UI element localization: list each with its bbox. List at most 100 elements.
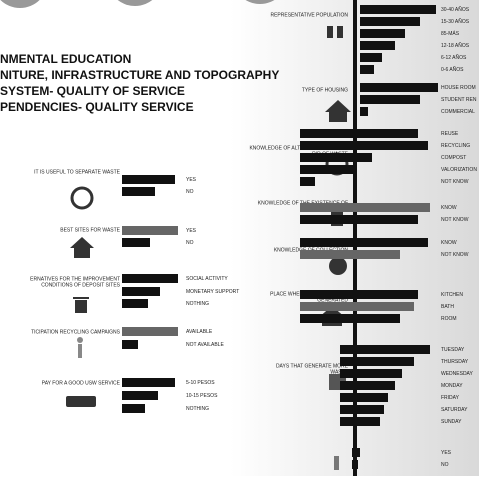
category-label: 5-10 PESOS xyxy=(186,380,215,386)
bar xyxy=(300,238,428,247)
chart-title: DAYS THAT GENERATE MORE xyxy=(276,363,349,369)
chart-title: IT IS USEFUL TO SEPARATE WASTE xyxy=(34,169,121,175)
category-label: VALORIZATION xyxy=(441,167,477,173)
chart-title: KNOWLEDGE OF ALTERNATIVES TO GET xyxy=(249,145,348,151)
category-label: NOT AVAILABLE xyxy=(186,342,224,348)
category-label: COMMERCIAL xyxy=(441,109,475,115)
category-label: FRIDAY xyxy=(441,395,460,401)
bar xyxy=(340,393,388,402)
bar xyxy=(340,357,414,366)
bar xyxy=(122,391,158,400)
bar xyxy=(122,327,178,336)
category-label: NOTHING xyxy=(186,301,209,307)
category-label: NO xyxy=(186,189,194,195)
bar xyxy=(340,345,430,354)
bar xyxy=(300,215,418,224)
bar xyxy=(300,302,414,311)
bar xyxy=(300,129,418,138)
category-label: KNOW xyxy=(441,240,457,246)
bar xyxy=(122,378,175,387)
category-label: STUDENT REN xyxy=(441,97,477,103)
category-label: WEDNESDAY xyxy=(441,371,474,377)
bar xyxy=(300,250,400,259)
category-label: YES xyxy=(186,228,197,234)
bar xyxy=(360,5,436,14)
bar xyxy=(360,53,382,62)
category-label: 6-12 AÑOS xyxy=(441,54,467,61)
category-label: YES xyxy=(441,450,452,456)
category-label: 30-40 AÑOS xyxy=(441,6,470,13)
bar xyxy=(122,175,175,184)
bar xyxy=(340,369,402,378)
bar xyxy=(300,141,428,150)
bar xyxy=(122,340,138,349)
category-label: NO xyxy=(441,462,449,468)
category-label: 10-15 PESOS xyxy=(186,393,218,399)
decor-circle xyxy=(0,0,40,8)
bar xyxy=(300,314,400,323)
category-label: 12-18 AÑOS xyxy=(441,42,470,49)
bar xyxy=(122,226,178,235)
bar xyxy=(360,41,395,50)
heading: NMENTAL EDUCATION xyxy=(0,52,131,66)
category-label: KNOW xyxy=(441,205,457,211)
chart-title: PAY FOR A GOOD USW SERVICE xyxy=(42,380,121,386)
category-label: 0-6 AÑOS xyxy=(441,66,464,73)
chart-title: TYPE OF HOUSING xyxy=(302,87,348,93)
category-label: YES xyxy=(186,177,197,183)
category-label: RECYCLING xyxy=(441,143,470,149)
category-label: NOTHING xyxy=(186,406,209,412)
bar xyxy=(122,274,178,283)
chart-title: CONDITIONS OF DEPOSIT SITES xyxy=(41,282,120,288)
decor-circle xyxy=(245,0,275,4)
category-label: 85-MÁS xyxy=(441,30,460,37)
bar xyxy=(122,238,150,247)
bar xyxy=(340,405,384,414)
bar xyxy=(360,83,438,92)
bar xyxy=(122,187,155,196)
bar xyxy=(352,448,360,457)
chart-title: BEST SITES FOR WASTE xyxy=(60,227,120,233)
bar xyxy=(360,29,405,38)
decor-circle xyxy=(117,0,153,6)
bar xyxy=(360,65,374,74)
category-label: BATH xyxy=(441,304,454,310)
chart-title: TICIPATION RECYCLING CAMPAIGNS xyxy=(31,329,121,335)
chart-title: REPRESENTATIVE POPULATION xyxy=(270,12,348,18)
bar xyxy=(360,107,368,116)
category-label: NOT KNOW xyxy=(441,217,469,223)
category-label: THURSDAY xyxy=(441,359,469,365)
category-label: COMPOST xyxy=(441,155,466,161)
chart-title: ERNATIVES FOR THE IMPROVEMENT xyxy=(30,276,120,282)
category-label: AVAILABLE xyxy=(186,329,213,335)
category-label: SOCIAL ACTIVITY xyxy=(186,276,228,282)
category-label: SATURDAY xyxy=(441,407,468,413)
bar xyxy=(122,299,148,308)
bar xyxy=(300,177,315,186)
category-label: NOT KNOW xyxy=(441,179,469,185)
heading: PENDENCIES- QUALITY SERVICE xyxy=(0,100,194,114)
category-label: REUSE xyxy=(441,131,459,137)
category-label: MONDAY xyxy=(441,383,463,389)
bar xyxy=(300,290,418,299)
category-label: ROOM xyxy=(441,316,457,322)
bar xyxy=(122,404,145,413)
category-label: SUNDAY xyxy=(441,419,462,425)
bar xyxy=(122,287,160,296)
category-label: TUESDAY xyxy=(441,347,465,353)
chart-title: GENERATED xyxy=(317,297,348,303)
category-label: 15-30 AÑOS xyxy=(441,18,470,25)
category-label: KITCHEN xyxy=(441,292,463,298)
category-label: MONETARY SUPPORT xyxy=(186,289,239,295)
bar xyxy=(360,95,420,104)
bar xyxy=(300,153,372,162)
bar xyxy=(340,417,380,426)
category-label: HOUSE ROOM xyxy=(441,85,476,91)
heading: NITURE, INFRASTRUCTURE AND TOPOGRAPHY xyxy=(0,68,279,82)
category-label: NO xyxy=(186,240,194,246)
bar xyxy=(340,381,395,390)
chart-title: WASTE xyxy=(330,369,348,375)
bar xyxy=(300,165,355,174)
heading: SYSTEM- QUALITY OF SERVICE xyxy=(0,84,185,98)
